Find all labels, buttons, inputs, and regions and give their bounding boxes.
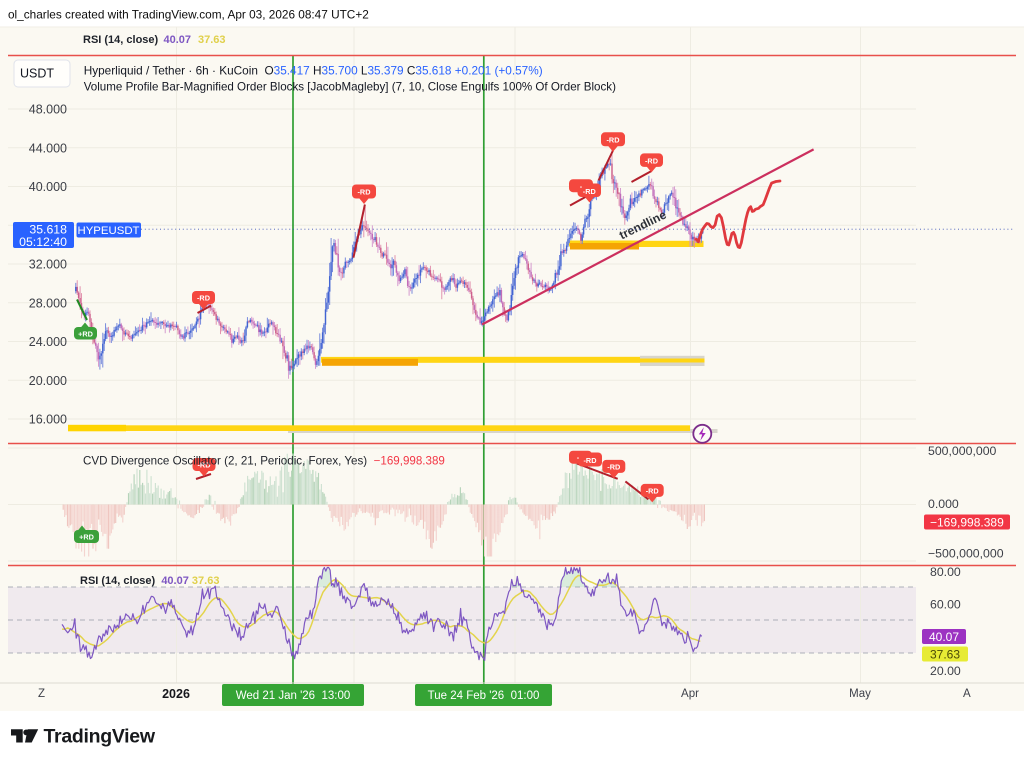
- svg-text:2026: 2026: [162, 687, 190, 701]
- svg-text:-RD: -RD: [646, 486, 659, 495]
- svg-text:40.07: 40.07: [929, 630, 959, 644]
- svg-text:A: A: [963, 688, 971, 700]
- svg-text:ol_charles created with Tradin: ol_charles created with TradingView.com,…: [8, 8, 369, 22]
- svg-text:Volume Profile Bar-Magnified O: Volume Profile Bar-Magnified Order Block…: [84, 81, 616, 94]
- svg-text:-RD: -RD: [358, 188, 371, 197]
- svg-text:-RD: -RD: [197, 294, 210, 303]
- svg-text:32.000: 32.000: [29, 258, 67, 272]
- svg-text:Hyperliquid / Tether · 6h · Ku: Hyperliquid / Tether · 6h · KuCoin O35.4…: [84, 64, 543, 78]
- svg-text:44.000: 44.000: [29, 141, 67, 155]
- svg-text:RSI (14, close) 40.07 37.63: RSI (14, close) 40.07 37.63: [80, 575, 219, 587]
- svg-text:Apr: Apr: [681, 688, 699, 700]
- svg-text:CVD Divergence Oscillator (2,: CVD Divergence Oscillator (2, 21, Period…: [83, 455, 445, 468]
- svg-text:24.000: 24.000: [29, 335, 67, 349]
- svg-text:−500,000,000: −500,000,000: [928, 547, 1004, 561]
- svg-text:28.000: 28.000: [29, 296, 67, 310]
- svg-text:Z: Z: [38, 688, 45, 700]
- svg-text:Tue 24 Feb '26 01:00: Tue 24 Feb '26 01:00: [428, 690, 540, 702]
- svg-text:+RD: +RD: [79, 533, 94, 542]
- svg-text:05:12:40: 05:12:40: [19, 235, 67, 249]
- svg-text:80.00: 80.00: [930, 565, 961, 579]
- svg-text:-RD: -RD: [607, 135, 620, 144]
- svg-text:-RD: -RD: [607, 462, 620, 471]
- svg-text:40.000: 40.000: [29, 180, 67, 194]
- svg-text:-RD: -RD: [583, 187, 596, 196]
- svg-text:0.000: 0.000: [928, 497, 959, 511]
- svg-text:-: -: [577, 453, 580, 462]
- svg-text:+RD: +RD: [78, 330, 93, 339]
- svg-text:May: May: [849, 688, 871, 700]
- svg-text:40.07: 40.07: [164, 34, 192, 46]
- svg-text:RSI (14, close): RSI (14, close): [83, 34, 159, 46]
- svg-text:Wed 21 Jan '26 13:00: Wed 21 Jan '26 13:00: [236, 690, 351, 702]
- svg-text:-RD: -RD: [584, 456, 597, 465]
- svg-text:60.00: 60.00: [930, 598, 961, 612]
- svg-text:-RD: -RD: [198, 461, 211, 470]
- svg-text:20.000: 20.000: [29, 374, 67, 388]
- svg-text:37.63: 37.63: [198, 34, 226, 46]
- svg-text:16.000: 16.000: [29, 413, 67, 427]
- svg-text:-: -: [580, 182, 583, 191]
- svg-text:HYPEUSDT: HYPEUSDT: [77, 225, 139, 237]
- svg-text:48.000: 48.000: [29, 103, 67, 117]
- svg-text:37.63: 37.63: [930, 647, 960, 661]
- svg-text:−169,998.389: −169,998.389: [930, 515, 1004, 529]
- svg-text:TradingView: TradingView: [44, 726, 156, 748]
- svg-text:20.00: 20.00: [930, 664, 961, 678]
- svg-text:35.618: 35.618: [29, 223, 67, 237]
- svg-text:-RD: -RD: [645, 156, 658, 165]
- svg-text:USDT: USDT: [20, 67, 54, 81]
- svg-text:500,000,000: 500,000,000: [928, 444, 997, 458]
